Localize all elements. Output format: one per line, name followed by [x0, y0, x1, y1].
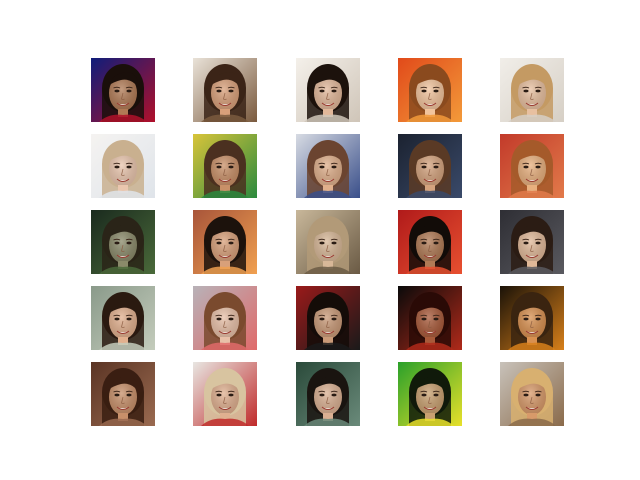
face-image	[500, 210, 564, 274]
generated-face-r4c5	[500, 286, 564, 350]
generated-face-r3c3	[296, 210, 360, 274]
generated-face-r1c5	[500, 58, 564, 122]
face-image	[193, 58, 257, 122]
face-image	[296, 286, 360, 350]
face-image	[296, 210, 360, 274]
generated-face-r5c5	[500, 362, 564, 426]
generated-face-r3c4	[398, 210, 462, 274]
generated-face-r3c1	[91, 210, 155, 274]
face-image	[193, 362, 257, 426]
generated-face-r4c1	[91, 286, 155, 350]
generated-face-r1c1	[91, 58, 155, 122]
face-image	[398, 286, 462, 350]
generated-face-r5c3	[296, 362, 360, 426]
face-image	[91, 134, 155, 198]
generated-face-r3c2	[193, 210, 257, 274]
face-image	[296, 134, 360, 198]
face-image	[398, 134, 462, 198]
face-image	[500, 362, 564, 426]
generated-face-r2c1	[91, 134, 155, 198]
generated-face-r4c2	[193, 286, 257, 350]
generated-face-r4c4	[398, 286, 462, 350]
generated-face-r2c3	[296, 134, 360, 198]
generated-face-r5c4	[398, 362, 462, 426]
generated-face-r1c4	[398, 58, 462, 122]
face-image	[91, 286, 155, 350]
generated-face-r5c1	[91, 362, 155, 426]
generated-face-r5c2	[193, 362, 257, 426]
face-image	[193, 210, 257, 274]
face-image	[500, 286, 564, 350]
generated-face-r3c5	[500, 210, 564, 274]
face-image	[91, 58, 155, 122]
face-image	[193, 286, 257, 350]
generated-face-r4c3	[296, 286, 360, 350]
face-image	[500, 134, 564, 198]
face-image	[296, 362, 360, 426]
face-image	[398, 210, 462, 274]
face-image	[398, 58, 462, 122]
generated-face-r1c3	[296, 58, 360, 122]
generated-face-r1c2	[193, 58, 257, 122]
face-image	[500, 58, 564, 122]
generated-face-r2c5	[500, 134, 564, 198]
face-image	[296, 58, 360, 122]
face-image	[91, 362, 155, 426]
face-image	[91, 210, 155, 274]
face-image	[193, 134, 257, 198]
generated-face-r2c2	[193, 134, 257, 198]
face-image	[398, 362, 462, 426]
generated-face-r2c4	[398, 134, 462, 198]
